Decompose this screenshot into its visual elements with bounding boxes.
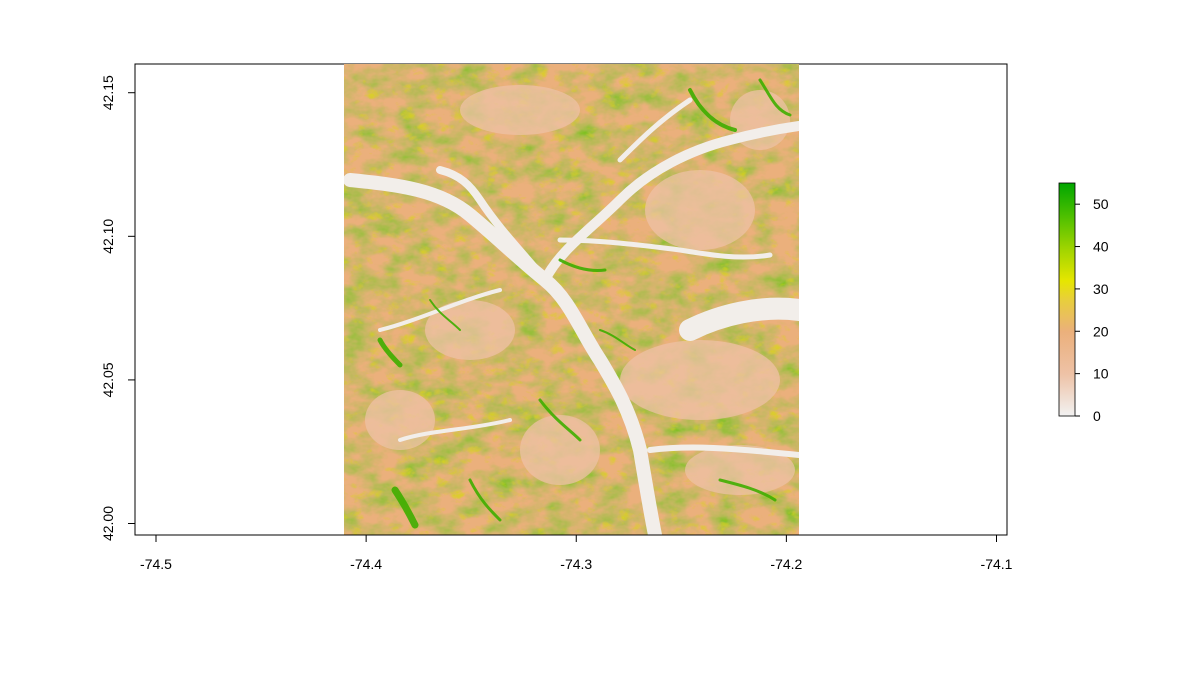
raster-layer [344,64,799,535]
legend-tick-label: 40 [1093,239,1109,255]
x-axis: -74.5 -74.4 -74.3 -74.2 -74.1 [140,534,1013,572]
x-tick-label: -74.4 [350,556,382,572]
x-tick-label: -74.1 [981,556,1013,572]
x-tick-label: -74.3 [560,556,592,572]
legend-tick-label: 20 [1093,323,1109,339]
y-axis: 42.00 42.05 42.10 42.15 [100,75,136,541]
legend-tick-label: 10 [1093,366,1109,382]
y-tick-label: 42.15 [100,75,116,110]
x-tick-label: -74.2 [770,556,802,572]
y-tick-label: 42.10 [100,219,116,254]
y-tick-label: 42.00 [100,506,116,541]
legend: 0 10 20 30 40 50 [1058,182,1109,424]
legend-colorbar [1058,182,1076,417]
y-tick-label: 42.05 [100,362,116,397]
legend-tick-label: 30 [1093,281,1109,297]
legend-tick-label: 0 [1093,408,1101,424]
x-tick-label: -74.5 [140,556,172,572]
legend-tick-label: 50 [1093,196,1109,212]
